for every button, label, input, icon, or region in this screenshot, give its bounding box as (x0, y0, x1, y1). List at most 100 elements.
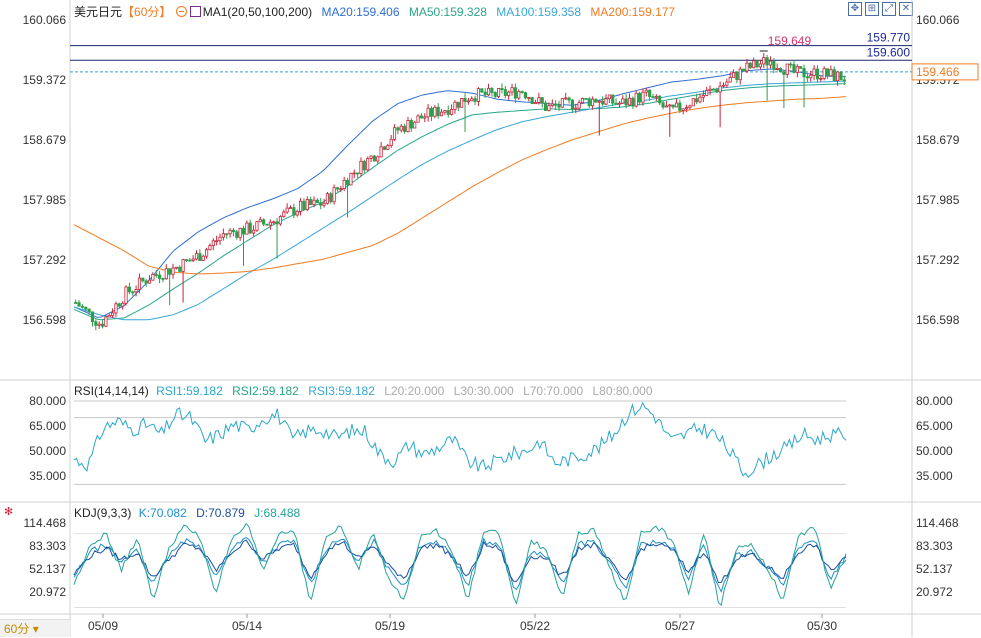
candle-body (721, 84, 726, 87)
candle-body (124, 286, 128, 304)
candle-body (342, 179, 346, 189)
candle-body (111, 312, 115, 316)
price-axis-right-label: 160.066 (916, 13, 960, 27)
candle-body (241, 227, 246, 235)
candle-body (607, 94, 611, 100)
candle-body (480, 88, 484, 93)
candle-body (544, 102, 548, 111)
candle-body (406, 120, 410, 132)
candle-body (238, 227, 242, 238)
candle-body (570, 99, 575, 110)
candle-body (577, 102, 581, 109)
price-axis-left-label: 159.372 (23, 73, 67, 87)
candle-body (198, 253, 202, 262)
candle-body (782, 71, 786, 75)
candle-body (208, 245, 212, 251)
candle-body (691, 98, 695, 107)
pan-icon[interactable]: ✥ (848, 2, 862, 16)
candle-body (325, 193, 329, 204)
candle-body (366, 158, 370, 171)
time-axis-label: 05/09 (88, 619, 118, 633)
candle-body (537, 97, 541, 103)
candle-body (641, 91, 645, 103)
candle-body (772, 60, 776, 70)
timeframe-button[interactable]: 60分 ▾ (0, 619, 70, 637)
candle-body (117, 303, 121, 307)
settings-icon[interactable]: ✻ (4, 506, 14, 518)
minus-circle-icon[interactable] (175, 6, 187, 17)
candle-body (251, 229, 256, 234)
ma100-value: MA100:159.358 (496, 5, 582, 19)
candle-body (104, 316, 108, 327)
rsi-header: RSI(14,14,14) RSI1:59.182 RSI2:59.182 RS… (74, 384, 653, 398)
candle-body (80, 305, 84, 308)
candle-body (288, 207, 293, 209)
kdj-j-line (73, 522, 847, 607)
candle-body (785, 63, 789, 75)
candle-body (725, 81, 729, 86)
candle-body (637, 92, 642, 103)
kdj-axis-left-label: 83.303 (29, 539, 66, 553)
candle-body (379, 146, 383, 158)
j-value: J:68.488 (254, 506, 301, 520)
candle-body (470, 98, 474, 102)
ma50-line (73, 83, 847, 321)
candle-body (392, 127, 397, 140)
rsi-title: RSI(14,14,14) (74, 384, 149, 398)
candle-body (540, 97, 544, 104)
price-axis-right-label: 158.679 (916, 133, 960, 147)
candle-body (476, 88, 481, 102)
candle-body (221, 233, 225, 238)
expand-icon[interactable]: ⤢ (882, 2, 896, 16)
rsi-axis-right-label: 80.000 (916, 394, 953, 408)
rsi-axis-right-label: 35.000 (916, 469, 953, 483)
candle-body (439, 111, 444, 117)
candle-body (309, 199, 313, 205)
rsi3-value: RSI3:59.182 (308, 384, 375, 398)
candle-body (396, 127, 400, 131)
candle-body (715, 89, 719, 93)
candle-body (161, 278, 165, 280)
candle-body (742, 68, 746, 72)
kdj-axis-left-label: 52.137 (29, 562, 66, 576)
candle-body (84, 306, 88, 310)
ma-label[interactable]: MA1(20,50,100,200) (202, 5, 313, 19)
candle-body (775, 68, 779, 70)
candle-body (121, 302, 125, 307)
candle-body (560, 98, 564, 108)
candle-body (731, 72, 736, 78)
candlesticks (74, 53, 846, 331)
ma50-value: MA50:159.328 (408, 5, 487, 19)
candle-body (809, 74, 813, 79)
candle-body (131, 291, 135, 294)
candle-body (671, 104, 675, 108)
candle-body (94, 321, 98, 326)
candle-body (205, 249, 209, 257)
candle-body (547, 105, 551, 111)
indicator-icon[interactable] (189, 6, 201, 17)
last-price-label: 159.466 (916, 65, 960, 79)
candle-body (164, 268, 168, 280)
candle-body (718, 85, 722, 93)
candle-body (574, 107, 578, 110)
candle-body (127, 286, 131, 293)
price-axis-left-label: 158.679 (23, 133, 67, 147)
kdj-axis-right-label: 114.468 (916, 516, 959, 530)
ma200-value: MA200:159.177 (590, 5, 676, 19)
candle-body (100, 323, 105, 327)
candle-body (349, 172, 353, 186)
zoom-icon[interactable]: ⊞ (865, 2, 879, 16)
candle-body (758, 63, 762, 68)
ma20-value: MA20:159.406 (321, 5, 400, 19)
candle-body (235, 231, 239, 238)
candle-body (433, 106, 437, 117)
candle-body (684, 107, 689, 110)
candle-body (285, 207, 289, 213)
candle-body (174, 266, 178, 269)
candle-body (621, 98, 625, 104)
reference-label-mid: 159.600 (867, 45, 911, 59)
candle-body (228, 229, 232, 235)
candle-body (144, 280, 148, 284)
candle-body (661, 102, 665, 108)
